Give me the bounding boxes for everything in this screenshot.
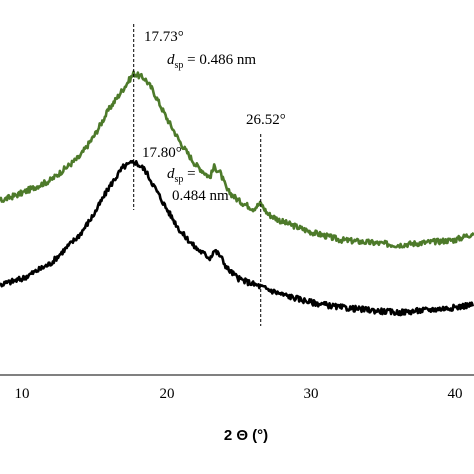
annotation-dsp-1: dsp = 0.486 nm <box>167 52 256 71</box>
x-axis-title: 2 Θ (°) <box>224 427 268 444</box>
annotation-angle-1: 17.73° <box>144 29 184 45</box>
annotation-angle-3: 26.52° <box>246 112 286 128</box>
annotation-dsp-2-sub: sp <box>175 174 184 185</box>
series-line-1 <box>0 70 474 249</box>
annotation-dsp-2-eq: = <box>183 166 195 182</box>
annotation-dsp-1-sub: sp <box>175 60 184 71</box>
plot-lines <box>0 70 474 317</box>
annotation-dsp-2-symbol: d <box>167 166 175 182</box>
annotation-dsp-2: dsp = <box>167 166 196 185</box>
x-tick-label-40: 40 <box>448 386 463 402</box>
annotation-dsp-1-symbol: d <box>167 52 175 68</box>
x-tick-label-20: 20 <box>160 386 175 402</box>
annotation-angle-2: 17.80° <box>142 145 182 161</box>
reference-lines <box>133 24 262 326</box>
series-line-2 <box>0 159 474 317</box>
x-tick-label-30: 30 <box>304 386 319 402</box>
annotation-dsp-1-value: = 0.486 nm <box>183 52 256 68</box>
annotation-dsp-2-value: 0.484 nm <box>172 188 229 204</box>
x-tick-label-10: 10 <box>15 386 30 402</box>
